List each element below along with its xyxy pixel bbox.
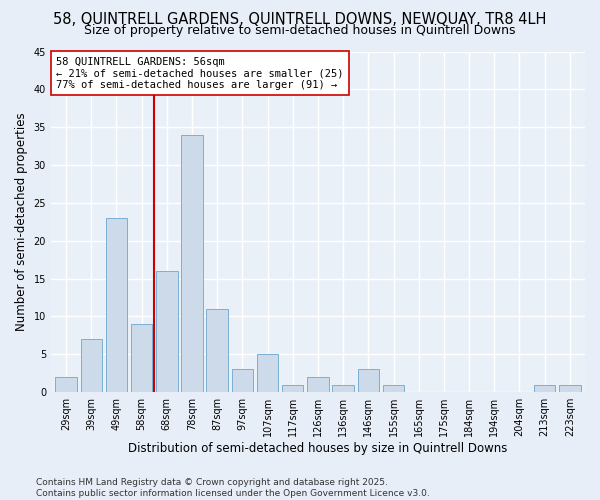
Bar: [106, 218, 127, 392]
Text: Size of property relative to semi-detached houses in Quintrell Downs: Size of property relative to semi-detach…: [84, 24, 516, 37]
Bar: [559, 384, 581, 392]
Bar: [156, 271, 178, 392]
Bar: [383, 384, 404, 392]
Text: Contains HM Land Registry data © Crown copyright and database right 2025.
Contai: Contains HM Land Registry data © Crown c…: [36, 478, 430, 498]
X-axis label: Distribution of semi-detached houses by size in Quintrell Downs: Distribution of semi-detached houses by …: [128, 442, 508, 455]
Bar: [257, 354, 278, 392]
Bar: [307, 377, 329, 392]
Bar: [358, 370, 379, 392]
Text: 58 QUINTRELL GARDENS: 56sqm
← 21% of semi-detached houses are smaller (25)
77% o: 58 QUINTRELL GARDENS: 56sqm ← 21% of sem…: [56, 56, 344, 90]
Bar: [282, 384, 304, 392]
Bar: [131, 324, 152, 392]
Bar: [181, 135, 203, 392]
Bar: [80, 339, 102, 392]
Bar: [332, 384, 354, 392]
Bar: [534, 384, 556, 392]
Bar: [206, 309, 228, 392]
Bar: [55, 377, 77, 392]
Bar: [232, 370, 253, 392]
Text: 58, QUINTRELL GARDENS, QUINTRELL DOWNS, NEWQUAY, TR8 4LH: 58, QUINTRELL GARDENS, QUINTRELL DOWNS, …: [53, 12, 547, 28]
Y-axis label: Number of semi-detached properties: Number of semi-detached properties: [15, 112, 28, 331]
